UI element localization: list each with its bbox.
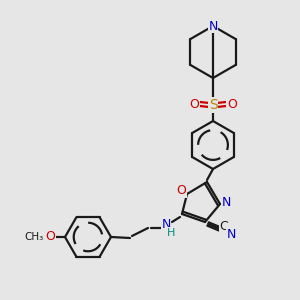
Text: O: O	[189, 98, 199, 110]
Text: O: O	[176, 184, 186, 197]
Text: N: N	[208, 20, 218, 32]
Text: N: N	[221, 196, 231, 208]
Text: O: O	[45, 230, 55, 244]
Text: N: N	[161, 218, 171, 232]
Text: N: N	[226, 227, 236, 241]
Text: S: S	[208, 98, 217, 112]
Text: H: H	[167, 228, 175, 238]
Text: CH₃: CH₃	[24, 232, 44, 242]
Text: C: C	[220, 220, 228, 233]
Text: O: O	[227, 98, 237, 110]
